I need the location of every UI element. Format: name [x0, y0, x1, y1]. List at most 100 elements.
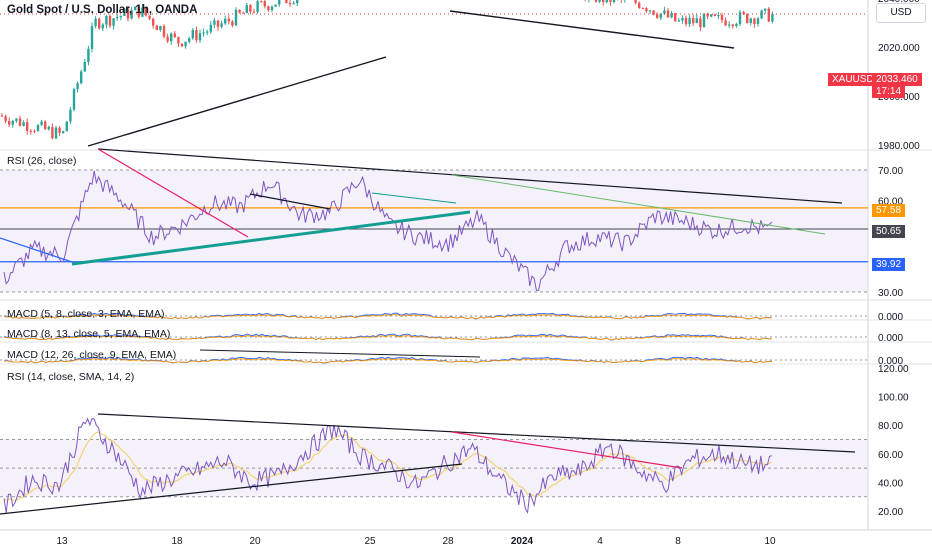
- rsi26-line: [3, 170, 773, 291]
- candle-body: [263, 1, 266, 7]
- candle-body: [771, 13, 774, 22]
- candle-body: [213, 20, 216, 25]
- candle-body: [76, 83, 79, 90]
- rsi26-tick-label: 70.00: [878, 166, 903, 177]
- candle-body: [101, 24, 104, 29]
- candle-body: [54, 127, 58, 139]
- candle-body: [245, 5, 248, 14]
- rsi26-trendline-short: [249, 193, 331, 210]
- macd1-label: MACD (5, 8, close, 3, EMA, EMA): [7, 308, 165, 320]
- price-trendline-resistance: [449, 10, 735, 49]
- candle-body: [699, 18, 702, 28]
- candle-body: [677, 20, 680, 22]
- candle-body: [144, 7, 148, 16]
- macd-signal-line: [3, 335, 773, 341]
- candle-body: [40, 121, 43, 126]
- candle-body: [267, 6, 270, 11]
- candle-body: [602, 0, 605, 3]
- candle-body: [134, 6, 137, 11]
- candle-body: [670, 13, 673, 18]
- candle-body: [674, 13, 677, 22]
- candle-body: [738, 12, 742, 25]
- macd3-label: MACD (12, 26, close, 9, EMA, EMA): [7, 349, 177, 361]
- candle-body: [648, 10, 652, 12]
- candle-body: [231, 21, 234, 26]
- candle-body: [72, 89, 76, 110]
- candle-body: [62, 131, 65, 133]
- symbol-badge: XAUUSD: [828, 73, 878, 86]
- candle-body: [594, 0, 598, 2]
- candle-body: [634, 0, 637, 3]
- candle-body: [285, 0, 288, 4]
- candle-body: [278, 0, 281, 5]
- candle-body: [605, 0, 608, 3]
- candle-body: [152, 18, 155, 26]
- candle-body: [742, 12, 745, 14]
- candle-body: [11, 120, 14, 125]
- candle-body: [728, 24, 731, 26]
- price-tick-label: 1980.000: [878, 141, 920, 152]
- rsi26-trendline-teal: [71, 210, 471, 266]
- candle-body: [598, 0, 601, 2]
- candle-body: [612, 0, 616, 2]
- candle-body: [15, 118, 18, 121]
- candle-body: [105, 15, 108, 25]
- candle-body: [177, 37, 180, 44]
- candle-body: [638, 2, 641, 8]
- rsi14-tick-label: 100.00: [878, 393, 909, 404]
- candle-body: [51, 127, 54, 139]
- candle-body: [749, 18, 752, 23]
- rsi14-label: RSI (14, close, SMA, 14, 2): [7, 371, 135, 383]
- candle-body: [760, 10, 763, 19]
- candle-body: [116, 17, 119, 19]
- rsi-level-gray-badge: 50.65: [872, 225, 906, 238]
- countdown-badge: 17:14: [872, 85, 906, 98]
- candle-body: [159, 25, 162, 31]
- rsi14-tick-label: 120.00: [878, 364, 909, 375]
- candle-body: [83, 61, 86, 72]
- time-tick-label: 20: [249, 536, 261, 547]
- candle-body: [184, 41, 187, 47]
- candle-body: [756, 18, 760, 24]
- candle-body: [18, 118, 22, 126]
- currency-button[interactable]: USD: [876, 3, 926, 23]
- candle-body: [702, 13, 706, 28]
- candle-body: [58, 127, 61, 133]
- candle-body: [692, 18, 695, 24]
- candle-body: [65, 121, 68, 132]
- candle-body: [720, 15, 724, 21]
- candle-body: [87, 48, 90, 62]
- candle-body: [234, 9, 238, 26]
- price-trendline-support: [87, 56, 387, 147]
- candle-body: [198, 33, 202, 41]
- candle-body: [130, 10, 133, 19]
- candle-body: [249, 5, 252, 12]
- rsi26-tick-label: 30.00: [878, 288, 903, 299]
- candle-body: [663, 10, 666, 14]
- candle-body: [108, 15, 112, 26]
- candle-body: [80, 71, 83, 84]
- candle-body: [256, 1, 259, 13]
- candle-body: [224, 18, 227, 24]
- candle-body: [706, 13, 709, 17]
- candle-body: [166, 36, 169, 42]
- candle-body: [191, 30, 194, 39]
- time-tick-label: 25: [364, 536, 376, 547]
- time-tick-label: 18: [171, 536, 183, 547]
- candle-body: [162, 25, 166, 37]
- candle-body: [652, 10, 655, 15]
- candle-body: [119, 15, 122, 18]
- price-badge: 2033.460: [872, 73, 922, 86]
- candle-body: [252, 11, 256, 13]
- candle-body: [288, 3, 292, 5]
- candle-body: [209, 24, 212, 32]
- candle-body: [148, 15, 151, 19]
- candle-body: [296, 0, 299, 4]
- candle-body: [609, 0, 612, 2]
- candle-body: [270, 6, 274, 11]
- candle-body: [180, 43, 184, 47]
- candle-body: [94, 18, 97, 27]
- rsi14-trendline-bottom: [0, 463, 463, 515]
- candle-body: [170, 33, 173, 42]
